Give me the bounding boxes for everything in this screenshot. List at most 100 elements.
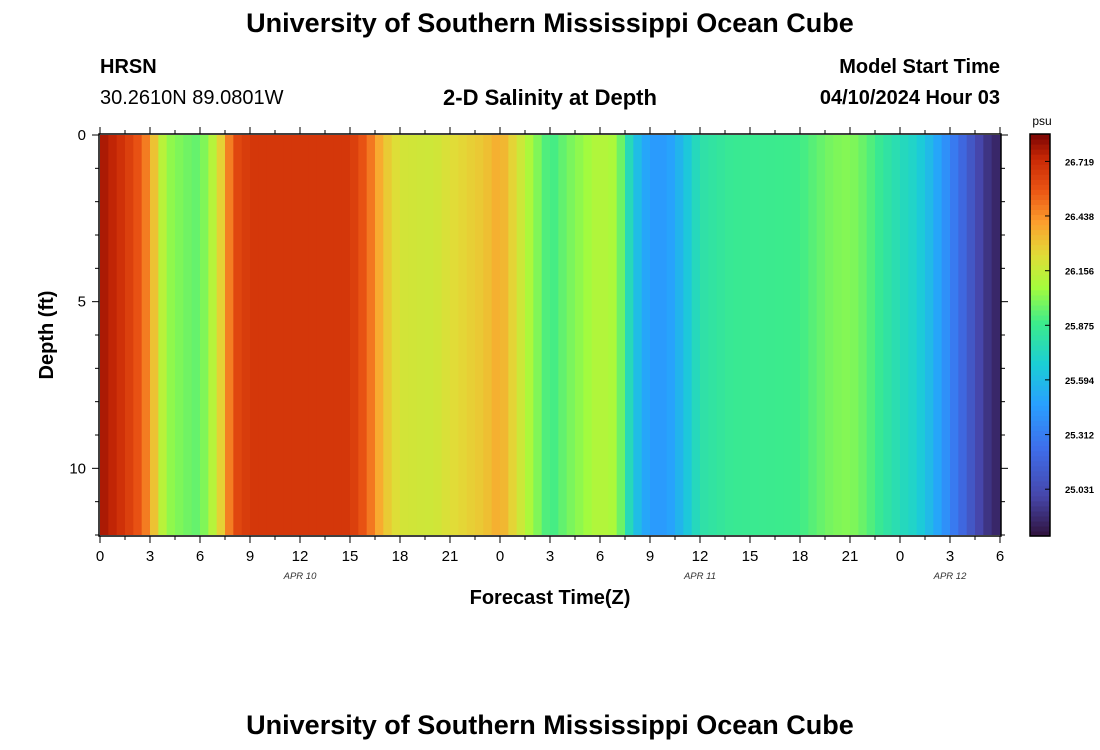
colorbar-segment bbox=[1030, 254, 1050, 261]
heatmap-cell bbox=[416, 135, 426, 535]
heatmap-cell bbox=[683, 135, 693, 535]
heatmap-cells bbox=[100, 135, 1001, 535]
colorbar-segment bbox=[1030, 485, 1050, 492]
colorbar-segment bbox=[1030, 435, 1050, 442]
colorbar-segment bbox=[1030, 209, 1050, 216]
heatmap-cell bbox=[408, 135, 418, 535]
heatmap-cell bbox=[375, 135, 384, 535]
model-start-value: 04/10/2024 Hour 03 bbox=[819, 87, 1000, 109]
x-tick-label: 3 bbox=[146, 548, 154, 565]
colorbar-tick-label: 26.719 bbox=[1065, 157, 1094, 168]
x-axis: 0 3 6 9 12 15 18 21 0 3 6 9 12 15 18 21 0 3 6 APR 10 APR 11 A… bbox=[96, 127, 1004, 582]
colorbar-segment bbox=[1030, 269, 1050, 276]
colorbar-segment bbox=[1030, 134, 1050, 140]
heatmap-cell bbox=[641, 135, 651, 535]
heatmap-cell bbox=[291, 135, 301, 535]
colorbar-segment bbox=[1030, 259, 1050, 266]
x-date-label: APR 10 bbox=[283, 571, 317, 582]
y-axis: 0 5 10 bbox=[69, 127, 1008, 536]
heatmap-cell bbox=[666, 135, 676, 535]
colorbar-segment bbox=[1030, 475, 1050, 482]
heatmap-cell bbox=[491, 135, 501, 535]
heatmap-cell bbox=[566, 135, 576, 535]
heatmap-cell bbox=[266, 135, 276, 535]
colorbar-segment bbox=[1030, 355, 1050, 361]
heatmap-cell bbox=[875, 135, 884, 535]
colorbar-segment bbox=[1030, 400, 1050, 406]
colorbar-tick-label: 26.438 bbox=[1065, 212, 1094, 223]
page-title: University of Southern Mississippi Ocean… bbox=[246, 8, 854, 38]
colorbar-frame bbox=[1029, 133, 1051, 537]
heatmap-cell bbox=[366, 135, 376, 535]
heatmap-cell bbox=[216, 135, 226, 535]
colorbar-segment bbox=[1030, 385, 1050, 391]
heatmap-cell bbox=[783, 135, 793, 535]
colorbar-segment bbox=[1030, 324, 1050, 331]
colorbar-segment bbox=[1030, 274, 1050, 281]
colorbar-segment bbox=[1030, 525, 1050, 532]
heatmap-cell bbox=[525, 135, 534, 535]
heatmap-cell bbox=[233, 135, 243, 535]
heatmap-cell bbox=[125, 135, 134, 535]
heatmap-cell bbox=[150, 135, 159, 535]
x-date-label: APR 12 bbox=[933, 571, 967, 582]
colorbar-segment bbox=[1030, 264, 1050, 271]
heatmap-cell bbox=[258, 135, 268, 535]
colorbar-segment bbox=[1030, 505, 1050, 512]
colorbar-segment bbox=[1030, 515, 1050, 522]
colorbar-segment bbox=[1030, 425, 1050, 432]
heatmap-cell bbox=[925, 135, 934, 535]
colorbar-segment bbox=[1030, 465, 1050, 472]
heatmap-cell bbox=[583, 135, 593, 535]
heatmap-cell bbox=[508, 135, 518, 535]
colorbar-segment bbox=[1030, 370, 1050, 376]
heatmap-cell bbox=[391, 135, 401, 535]
y-tick-label: 10 bbox=[69, 460, 86, 477]
heatmap-cell bbox=[975, 135, 984, 535]
heatmap-cell bbox=[208, 135, 218, 535]
colorbar-segment bbox=[1030, 234, 1050, 241]
colorbar-segment bbox=[1030, 500, 1050, 507]
colorbar-segment bbox=[1030, 350, 1050, 356]
heatmap-cell bbox=[716, 135, 726, 535]
colorbar-segment bbox=[1030, 159, 1050, 165]
heatmap-cell bbox=[575, 135, 584, 535]
heatmap-cell bbox=[966, 135, 976, 535]
colorbar-segment bbox=[1030, 164, 1050, 170]
heatmap-cell bbox=[808, 135, 818, 535]
colorbar-segment bbox=[1030, 490, 1050, 497]
colorbar-segment bbox=[1030, 154, 1050, 160]
colorbar-tick-label: 25.031 bbox=[1065, 485, 1095, 496]
x-tick-label: 3 bbox=[946, 548, 954, 565]
heatmap-cell bbox=[800, 135, 809, 535]
heatmap-cell bbox=[950, 135, 959, 535]
heatmap-cell bbox=[775, 135, 784, 535]
heatmap-cell bbox=[116, 135, 126, 535]
heatmap-cell bbox=[475, 135, 484, 535]
heatmap-cell bbox=[733, 135, 743, 535]
heatmap-cell bbox=[650, 135, 659, 535]
colorbar-segment bbox=[1030, 395, 1050, 401]
heatmap-cell bbox=[400, 135, 409, 535]
heatmap-cell bbox=[441, 135, 451, 535]
heatmap-cell bbox=[183, 135, 193, 535]
heatmap-cell bbox=[941, 135, 951, 535]
colorbar-segment bbox=[1030, 184, 1050, 190]
x-tick-label: 6 bbox=[596, 548, 604, 565]
heatmap-cell bbox=[591, 135, 601, 535]
colorbar-segment bbox=[1030, 244, 1050, 251]
colorbar-segment bbox=[1030, 470, 1050, 477]
colorbar-segment bbox=[1030, 340, 1050, 346]
colorbar-tick-label: 26.156 bbox=[1065, 267, 1094, 278]
footer-title: University of Southern Mississippi Ocean… bbox=[246, 710, 854, 740]
heatmap-cell bbox=[600, 135, 609, 535]
colorbar-segment bbox=[1030, 440, 1050, 447]
heatmap-cell bbox=[883, 135, 893, 535]
heatmap-cell bbox=[283, 135, 293, 535]
x-tick-label: 21 bbox=[442, 548, 459, 565]
heatmap-cell bbox=[458, 135, 468, 535]
colorbar-segment bbox=[1030, 360, 1050, 366]
colorbar-segment bbox=[1030, 309, 1050, 316]
heatmap-cell bbox=[991, 135, 1001, 535]
heatmap-cell bbox=[225, 135, 234, 535]
